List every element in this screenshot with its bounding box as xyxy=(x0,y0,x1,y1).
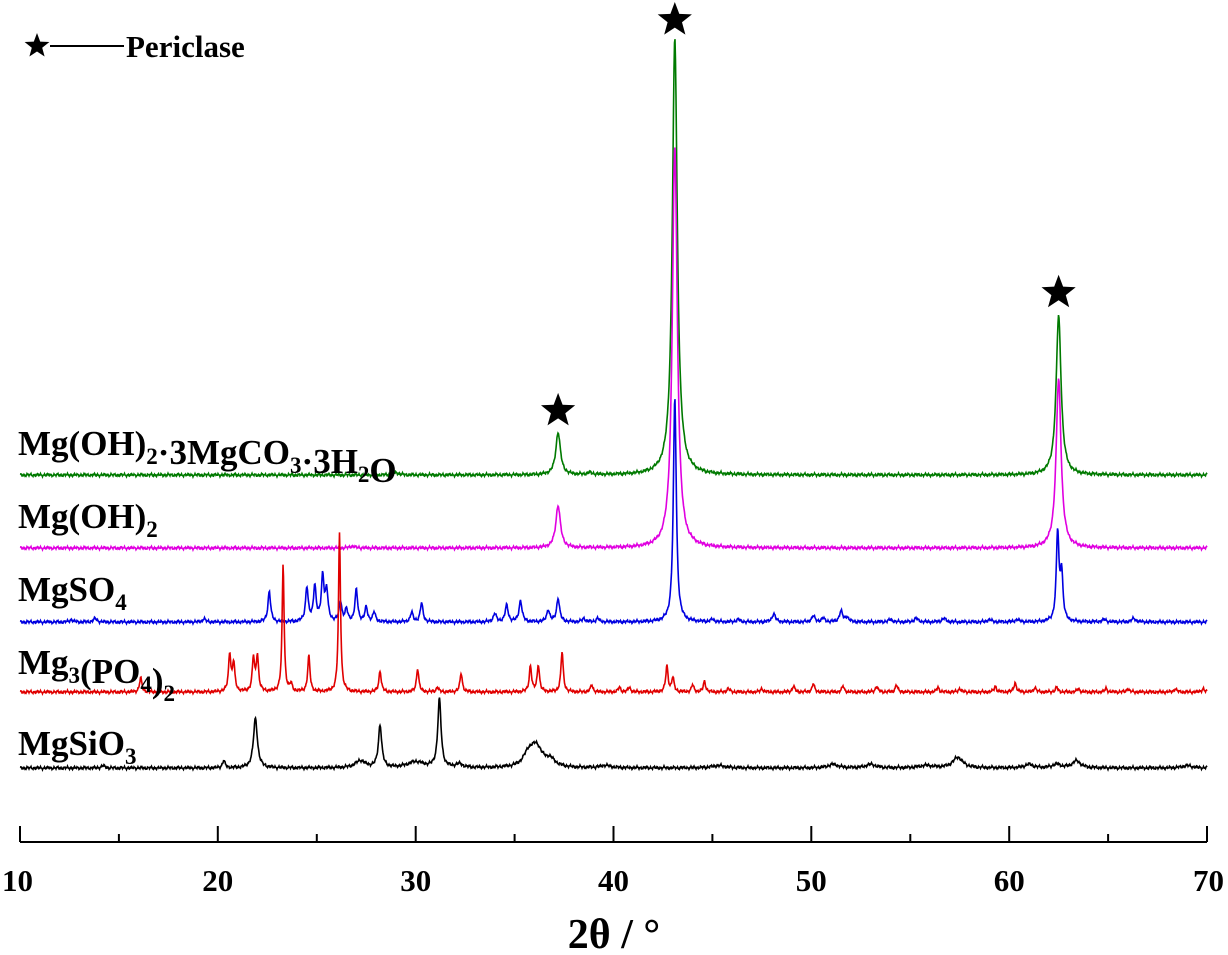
legend-label: Periclase xyxy=(126,29,245,64)
series-label: Mg3(PO4)2 xyxy=(18,643,175,706)
periclase-star-icon xyxy=(657,2,692,35)
series-label: Mg(OH)2·3MgCO3·3H2O xyxy=(18,424,397,490)
series-label: MgSiO3 xyxy=(18,724,136,769)
series-line xyxy=(19,39,1208,480)
series-line xyxy=(19,399,1208,627)
series-line xyxy=(19,532,1208,697)
x-tick-label: 30 xyxy=(400,863,431,898)
series-line xyxy=(19,147,1208,553)
periclase-star-icon xyxy=(1041,274,1076,308)
x-tick-label: 70 xyxy=(1193,863,1224,898)
series-group xyxy=(19,39,1208,773)
x-tick-label: 10 xyxy=(2,863,33,898)
series-label: Mg(OH)2 xyxy=(18,497,158,542)
x-tick-label: 60 xyxy=(994,863,1025,898)
series-labels: Mg(OH)2·3MgCO3·3H2O Mg(OH)2 MgSO4 Mg3(PO4)2… xyxy=(18,424,397,769)
x-tick-label: 40 xyxy=(598,863,629,898)
periclase-star-icon xyxy=(541,392,576,426)
legend: Periclase xyxy=(24,29,245,64)
periclase-markers xyxy=(541,2,1076,426)
x-tick-label: 20 xyxy=(202,863,233,898)
series-label: MgSO4 xyxy=(18,570,127,615)
series-line xyxy=(19,697,1208,773)
x-tick-label: 50 xyxy=(796,863,827,898)
x-axis-ticks: 10 20 30 40 50 60 70 xyxy=(2,826,1224,898)
legend-star-icon xyxy=(24,33,50,57)
x-axis-title: 2θ / ° xyxy=(568,912,660,955)
